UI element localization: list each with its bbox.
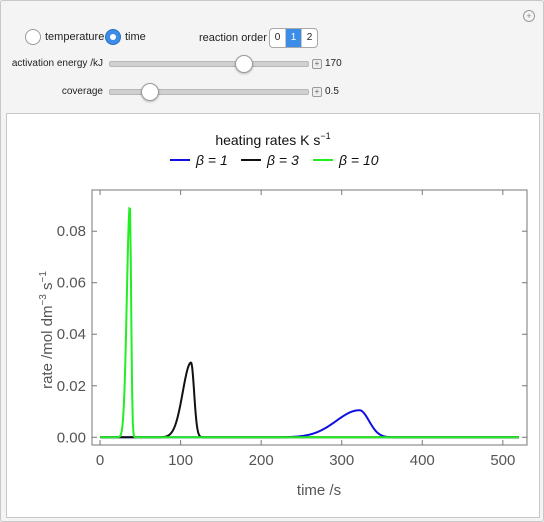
coverage-label: coverage: [61, 86, 103, 97]
expand-icon[interactable]: +: [523, 10, 535, 22]
reaction-order-1[interactable]: 1: [286, 29, 302, 47]
y-tick-label-4: 0.08: [57, 223, 86, 240]
legend: β = 1 β = 3 β = 10: [170, 152, 379, 168]
radio-time-label: time: [125, 31, 146, 43]
coverage-thumb[interactable]: [141, 83, 159, 101]
x-tick-label-1: 100: [168, 452, 193, 469]
x-tick-label-4: 400: [410, 452, 435, 469]
coverage-value: 0.5: [325, 86, 339, 97]
series-line-0: [100, 409, 519, 439]
y-axis-label-sup1: −3: [38, 294, 49, 306]
y-tick-label-3: 0.06: [57, 275, 86, 292]
radio-temperature[interactable]: temperature: [25, 29, 104, 45]
activation-energy-plus-icon[interactable]: +: [312, 59, 322, 69]
y-axis-label: rate /mol dm−3 s−1: [38, 271, 56, 389]
legend-label-1: β = 3: [266, 152, 299, 168]
activation-energy-label: activation energy /kJ: [11, 58, 103, 69]
x-axis-label: time /s: [297, 482, 341, 499]
legend-label-2: β = 10: [338, 152, 379, 168]
y-axis-label-sup2: −1: [38, 271, 49, 283]
radio-temperature-dot[interactable]: [25, 29, 41, 45]
radio-time[interactable]: time: [105, 29, 146, 45]
radio-temperature-label: temperature: [45, 31, 105, 43]
reaction-order-label: reaction order: [199, 32, 267, 44]
x-tick-label-0: 0: [96, 452, 104, 469]
x-tick-label-3: 300: [329, 452, 354, 469]
plot-frame: [91, 189, 528, 446]
coverage-plus-icon[interactable]: +: [312, 87, 322, 97]
y-tick-label-0: 0.00: [57, 429, 86, 446]
x-tick-label-2: 200: [249, 452, 274, 469]
series-curves: [100, 206, 519, 439]
series-line-1: [100, 361, 519, 439]
coverage-slider[interactable]: [109, 89, 309, 95]
chart-title: heating rates K s−1: [215, 131, 330, 148]
activation-energy-slider[interactable]: [109, 61, 309, 67]
y-axis-label-text: rate /mol dm: [39, 306, 56, 389]
chart-title-sup: −1: [320, 131, 330, 141]
y-tick-label-1: 0.02: [57, 378, 86, 395]
y-axis-label-mid: s: [39, 282, 56, 294]
series-line-2: [100, 206, 519, 439]
y-tick-label-2: 0.04: [57, 326, 86, 343]
activation-energy-value: 170: [325, 58, 342, 69]
activation-energy-thumb[interactable]: [235, 55, 253, 73]
radio-time-dot[interactable]: [105, 29, 121, 45]
reaction-order-2[interactable]: 2: [306, 32, 313, 43]
reaction-order-0[interactable]: 0: [270, 29, 286, 47]
axis-ticks: 0 100 200 300 400 500 0.00 0.02 0.04 0.06 0.08: [57, 190, 527, 469]
x-tick-label-5: 500: [490, 452, 515, 469]
chart-title-text: heating rates K s: [215, 132, 320, 148]
legend-label-0: β = 1: [195, 152, 228, 168]
reaction-order-selector[interactable]: 0 1 2: [269, 28, 318, 48]
